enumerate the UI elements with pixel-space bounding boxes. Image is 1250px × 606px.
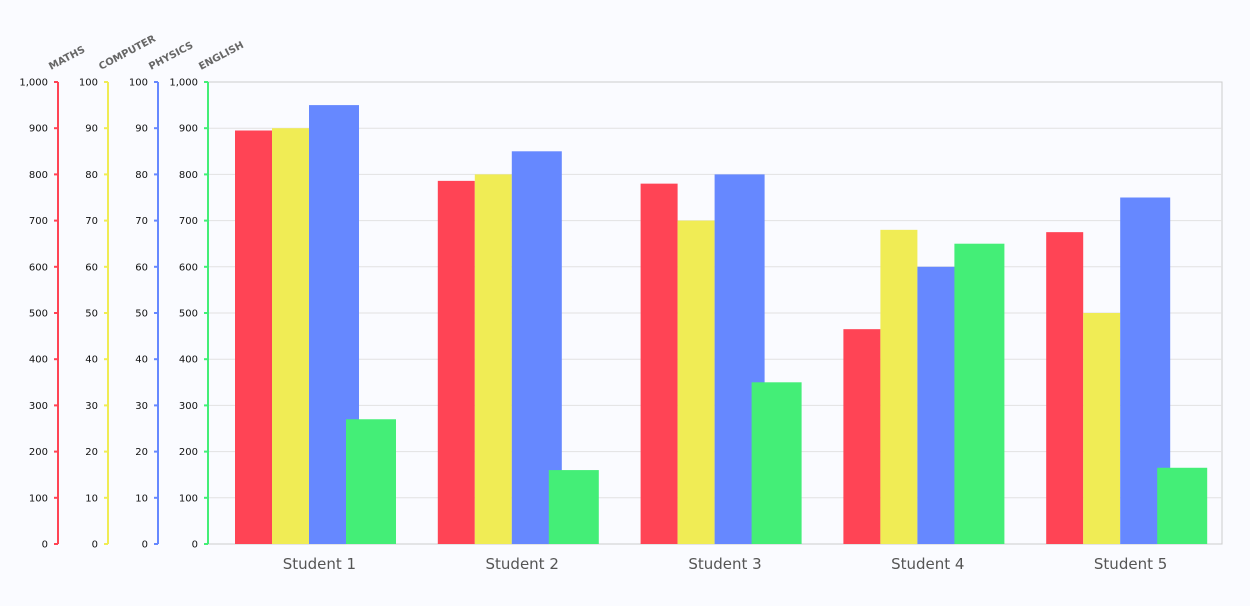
y-tick-label-english: 600 [179,262,198,273]
y-tick-label-computer: 90 [85,124,98,135]
x-category-label: Student 3 [688,555,761,573]
x-category-label: Student 4 [891,555,964,573]
y-tick-label-english: 400 [179,355,198,366]
y-tick-label-english: 700 [179,216,198,227]
bar-computer-5[interactable] [1083,313,1121,544]
y-tick-label-maths: 1,000 [19,78,48,89]
y-tick-label-computer: 30 [85,401,98,412]
y-tick-label-physics: 40 [135,355,148,366]
y-tick-label-maths: 300 [29,401,48,412]
y-tick-label-computer: 60 [85,262,98,273]
x-category-label: Student 5 [1094,555,1167,573]
y-tick-label-physics: 80 [135,170,148,181]
bars [235,105,1208,545]
y-tick-label-physics: 100 [129,78,148,89]
y-axis-title-english: ENGLISH [197,40,245,73]
y-tick-label-computer: 40 [85,355,98,366]
bar-english-3[interactable] [751,382,802,544]
bar-maths-5[interactable] [1046,232,1084,544]
bar-english-5[interactable] [1157,467,1208,544]
y-tick-label-maths: 600 [29,262,48,273]
bar-computer-3[interactable] [677,220,715,544]
y-tick-label-physics: 0 [142,540,148,551]
y-tick-label-computer: 20 [85,447,98,458]
y-axis-title-maths: MATHS [47,44,87,72]
y-tick-label-english: 200 [179,447,198,458]
y-tick-label-english: 900 [179,124,198,135]
y-tick-label-maths: 200 [29,447,48,458]
x-category-label: Student 1 [283,555,356,573]
y-tick-label-maths: 100 [29,493,48,504]
bar-maths-2[interactable] [437,180,475,545]
y-tick-label-maths: 400 [29,355,48,366]
y-tick-label-english: 1,000 [169,78,198,89]
bar-english-1[interactable] [346,419,396,544]
y-tick-label-computer: 80 [85,170,98,181]
y-tick-label-physics: 20 [135,447,148,458]
y-tick-label-english: 300 [179,401,198,412]
y-tick-label-english: 0 [192,540,198,551]
y-tick-label-physics: 50 [135,309,148,320]
x-axis-labels: Student 1 Student 2 Student 3 Student 4 Stud… [283,555,1168,573]
bar-english-2[interactable] [548,470,599,544]
y-tick-label-maths: 700 [29,216,48,227]
y-tick-label-maths: 500 [29,309,48,320]
y-tick-label-computer: 100 [79,78,98,89]
y-tick-label-physics: 70 [135,216,148,227]
bar-maths-3[interactable] [640,183,678,544]
y-axes: 01002003004005006007008009001,000MATHS01… [19,33,245,550]
y-tick-label-maths: 900 [29,124,48,135]
y-tick-label-maths: 0 [42,540,48,551]
y-tick-label-computer: 70 [85,216,98,227]
y-tick-label-computer: 50 [85,309,98,320]
y-tick-label-computer: 0 [92,540,98,551]
x-category-label: Student 2 [486,555,559,573]
y-tick-label-maths: 800 [29,170,48,181]
y-tick-label-english: 500 [179,309,198,320]
y-tick-label-physics: 10 [135,493,148,504]
bar-maths-1[interactable] [235,130,272,544]
bar-computer-1[interactable] [272,128,309,544]
y-tick-label-physics: 30 [135,401,148,412]
bar-maths-4[interactable] [843,329,881,544]
y-tick-label-english: 100 [179,493,198,504]
y-tick-label-physics: 60 [135,262,148,273]
y-tick-label-physics: 90 [135,124,148,135]
bar-computer-4[interactable] [880,229,918,544]
y-axis-title-physics: PHYSICS [147,40,195,73]
y-tick-label-english: 800 [179,170,198,181]
bar-english-4[interactable] [954,243,1005,544]
bar-computer-2[interactable] [474,174,512,544]
y-tick-label-computer: 10 [85,493,98,504]
